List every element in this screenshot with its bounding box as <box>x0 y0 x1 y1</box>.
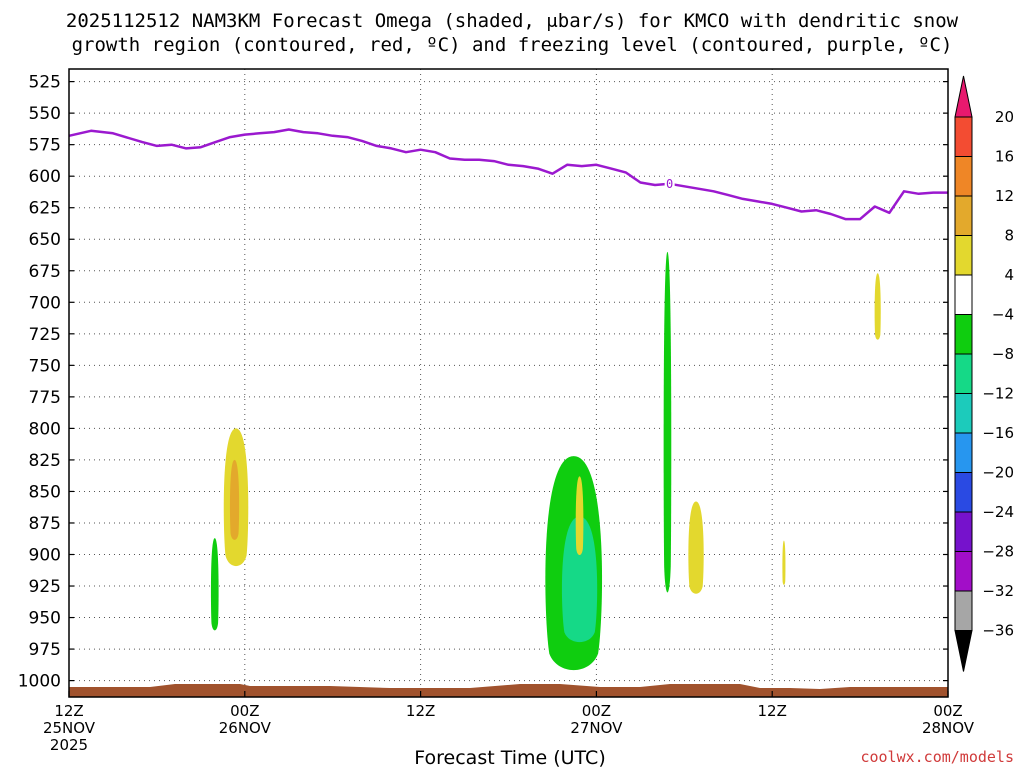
colorbar-segment <box>954 551 973 592</box>
omega-shading <box>210 251 881 671</box>
colorbar-label: −32 <box>982 582 1014 600</box>
freezing-level-line <box>68 128 948 221</box>
x-tick-label: 12Z <box>54 702 83 720</box>
omega-region-5 <box>561 516 598 643</box>
colorbar-label: −12 <box>982 385 1014 403</box>
surface-ground <box>69 684 948 697</box>
x-tick-label: 25NOV <box>43 719 96 737</box>
omega-region-3 <box>210 538 219 631</box>
colorbar-segment <box>954 511 973 552</box>
y-tick-label: 825 <box>29 451 61 471</box>
plot-frame <box>68 68 949 698</box>
x-tick-label: 00Z <box>582 702 611 720</box>
y-axis: 525 550 575 600 625 650 675 700 725 750 775 800 825 8… <box>18 73 948 692</box>
freezing-level-layer: 0 <box>68 128 948 221</box>
omega-region-6 <box>575 476 584 556</box>
x-tick-label: 12Z <box>406 702 435 720</box>
x-tick-label: 27NOV <box>570 719 623 737</box>
colorbar-segment <box>954 314 973 355</box>
y-tick-label: 750 <box>29 356 61 376</box>
colorbar-label: 12 <box>995 187 1014 205</box>
y-tick-label: 550 <box>29 104 61 124</box>
colorbar-segment <box>954 353 973 394</box>
y-tick-label: 650 <box>29 230 61 250</box>
freezing-level-label: 0 <box>666 177 673 191</box>
omega-region-8 <box>688 501 704 594</box>
y-tick-label: 1000 <box>18 672 61 692</box>
colorbar-label: −36 <box>982 622 1014 640</box>
y-tick-label: 925 <box>29 577 61 597</box>
colorbar: 20 16 12 8 4 −4 −8 −12 −16 −20 −24 −28 −32 −36 <box>954 75 1014 672</box>
x-tick-label: 2025 <box>50 736 88 754</box>
colorbar-segment <box>954 630 973 672</box>
y-tick-label: 575 <box>29 136 61 156</box>
omega-region-9 <box>782 540 786 585</box>
colorbar-label: −8 <box>992 345 1014 363</box>
colorbar-label: 8 <box>1004 227 1014 245</box>
colorbar-segment <box>954 195 973 236</box>
y-tick-label: 850 <box>29 482 61 502</box>
colorbar-label: 16 <box>995 148 1014 166</box>
x-tick-label: 28NOV <box>922 719 975 737</box>
colorbar-label: −16 <box>982 424 1014 442</box>
y-tick-label: 875 <box>29 514 61 534</box>
y-tick-label: 525 <box>29 73 61 93</box>
colorbar-segment <box>954 116 973 157</box>
omega-region-2 <box>229 459 240 540</box>
omega-region-10 <box>874 273 881 340</box>
colorbar-label: −24 <box>982 503 1014 521</box>
colorbar-label: −28 <box>982 543 1014 561</box>
x-tick-label: 12Z <box>758 702 787 720</box>
y-tick-label: 675 <box>29 262 61 282</box>
x-tick-label: 26NOV <box>219 719 272 737</box>
x-tick-label: 00Z <box>230 702 259 720</box>
y-tick-label: 600 <box>29 167 61 187</box>
x-axis-label: Forecast Time (UTC) <box>414 747 605 768</box>
y-tick-label: 900 <box>29 546 61 566</box>
freezing-level-label-bg <box>664 175 675 190</box>
colorbar-label: 4 <box>1004 266 1014 284</box>
y-tick-label: 625 <box>29 199 61 219</box>
colorbar-label: −4 <box>992 306 1014 324</box>
y-tick-label: 950 <box>29 609 61 629</box>
colorbar-segment <box>954 590 973 631</box>
y-tick-label: 700 <box>29 293 61 313</box>
omega-region-7 <box>663 251 672 593</box>
chart-title-line-2: growth region (contoured, red, ºC) and f… <box>72 34 953 56</box>
colorbar-label: −20 <box>982 464 1014 482</box>
x-tick-label: 00Z <box>933 702 962 720</box>
y-tick-label: 725 <box>29 325 61 345</box>
colorbar-segment <box>954 156 973 197</box>
colorbar-segment <box>954 432 973 473</box>
credit-text: coolwx.com/models <box>860 748 1014 766</box>
y-tick-label: 975 <box>29 640 61 660</box>
colorbar-segment <box>954 235 973 276</box>
colorbar-segment <box>954 472 973 513</box>
colorbar-segment <box>954 274 973 315</box>
colorbar-label: 20 <box>995 108 1014 126</box>
chart-title-line-1: 2025112512 NAM3KM Forecast Omega (shaded… <box>66 10 959 32</box>
y-tick-label: 775 <box>29 388 61 408</box>
surface-terrain <box>69 684 948 697</box>
colorbar-segment <box>954 393 973 434</box>
y-tick-label: 800 <box>29 419 61 439</box>
